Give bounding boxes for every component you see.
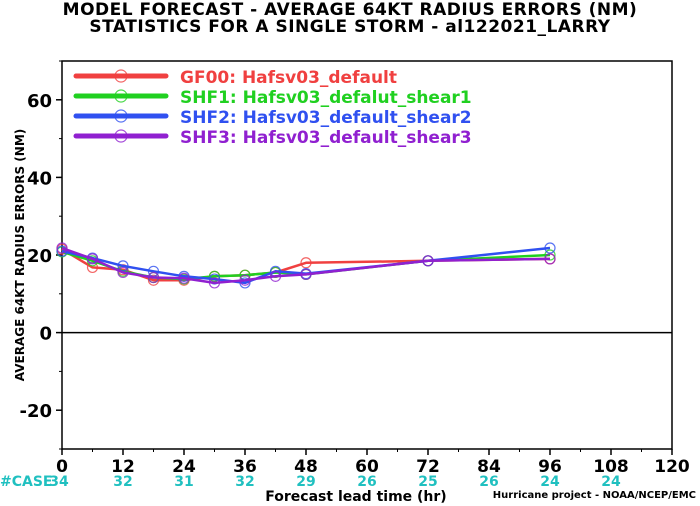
data-point — [300, 268, 312, 280]
y-tick-label: 0 — [39, 324, 52, 345]
chart-subtitle: STATISTICS FOR A SINGLE STORM - al122021… — [89, 17, 611, 37]
data-point — [86, 253, 99, 265]
data-point — [544, 253, 556, 265]
data-point — [269, 270, 282, 282]
data-point — [239, 277, 251, 289]
legend-marker — [114, 89, 128, 103]
data-point — [422, 255, 434, 267]
case-count: 26 — [357, 474, 376, 490]
series-layer — [56, 242, 556, 289]
data-point — [117, 260, 129, 272]
series-shf2 — [56, 242, 556, 289]
case-count: 24 — [601, 474, 621, 490]
data-point — [147, 274, 160, 286]
y-tick-label: 60 — [27, 91, 52, 112]
axes: -20 0 20 40 60 0 12 24 36 48 60 72 84 96 108 120 Forecas… — [13, 60, 690, 505]
chart-title: MODEL FORECAST - AVERAGE 64KT RADIUS ERR… — [62, 0, 638, 20]
x-tick-label: 60 — [355, 457, 379, 477]
x-axis-label: Forecast lead time (hr) — [265, 489, 446, 505]
case-row-label: #CASE — [0, 474, 53, 490]
legend-label: SHF3: Hafsv03_default_shear3 — [180, 128, 472, 148]
x-tick-label: 72 — [416, 457, 440, 477]
legend-marker — [114, 129, 128, 143]
case-count: 26 — [479, 474, 498, 490]
legend-label: SHF1: Hafsv03_defalut_shear1 — [180, 88, 472, 108]
x-tick-label: 84 — [477, 457, 501, 477]
data-point — [208, 270, 221, 282]
x-tick-label: 0 — [56, 457, 68, 477]
x-tick-label: 96 — [538, 457, 562, 477]
series-shf3 — [56, 242, 556, 289]
y-tick-label: -20 — [19, 401, 52, 422]
x-tick-label: 120 — [654, 457, 690, 477]
series-line — [61, 246, 551, 285]
case-count: 32 — [113, 474, 132, 490]
data-point — [56, 242, 68, 254]
x-tick-label: 24 — [172, 457, 196, 477]
legend-marker — [114, 69, 128, 83]
data-point — [147, 271, 160, 284]
case-count: 32 — [235, 474, 254, 490]
legend-label: SHF2: Hafsv03_default_shear2 — [180, 108, 472, 128]
x-tick-label: 48 — [294, 457, 318, 477]
x-tick-label: 36 — [233, 457, 257, 477]
data-point — [544, 242, 556, 254]
y-tick-label: 20 — [27, 246, 52, 267]
data-point — [56, 245, 68, 257]
legend-label: GF00: Hafsv03_default — [180, 68, 397, 88]
x-tick-label: 108 — [593, 457, 629, 477]
legend-marker — [114, 109, 128, 123]
data-point — [117, 266, 129, 279]
data-point — [86, 261, 99, 274]
y-tick-label: 40 — [27, 168, 52, 189]
data-point — [239, 274, 251, 286]
case-count: 25 — [418, 474, 437, 490]
case-count: 34 — [49, 474, 69, 490]
case-count: 24 — [540, 474, 560, 490]
data-point — [208, 277, 221, 289]
credit-text: Hurricane project - NOAA/NCEP/EMC — [492, 490, 696, 501]
series-line — [61, 246, 551, 285]
data-point — [178, 272, 190, 284]
case-count: 31 — [174, 474, 193, 490]
data-point — [300, 257, 312, 269]
x-tick-label: 12 — [111, 457, 135, 477]
case-count: 29 — [296, 474, 315, 490]
y-axis-label: AVERAGE 64KT RADIUS ERRORS (NM) — [13, 129, 27, 381]
